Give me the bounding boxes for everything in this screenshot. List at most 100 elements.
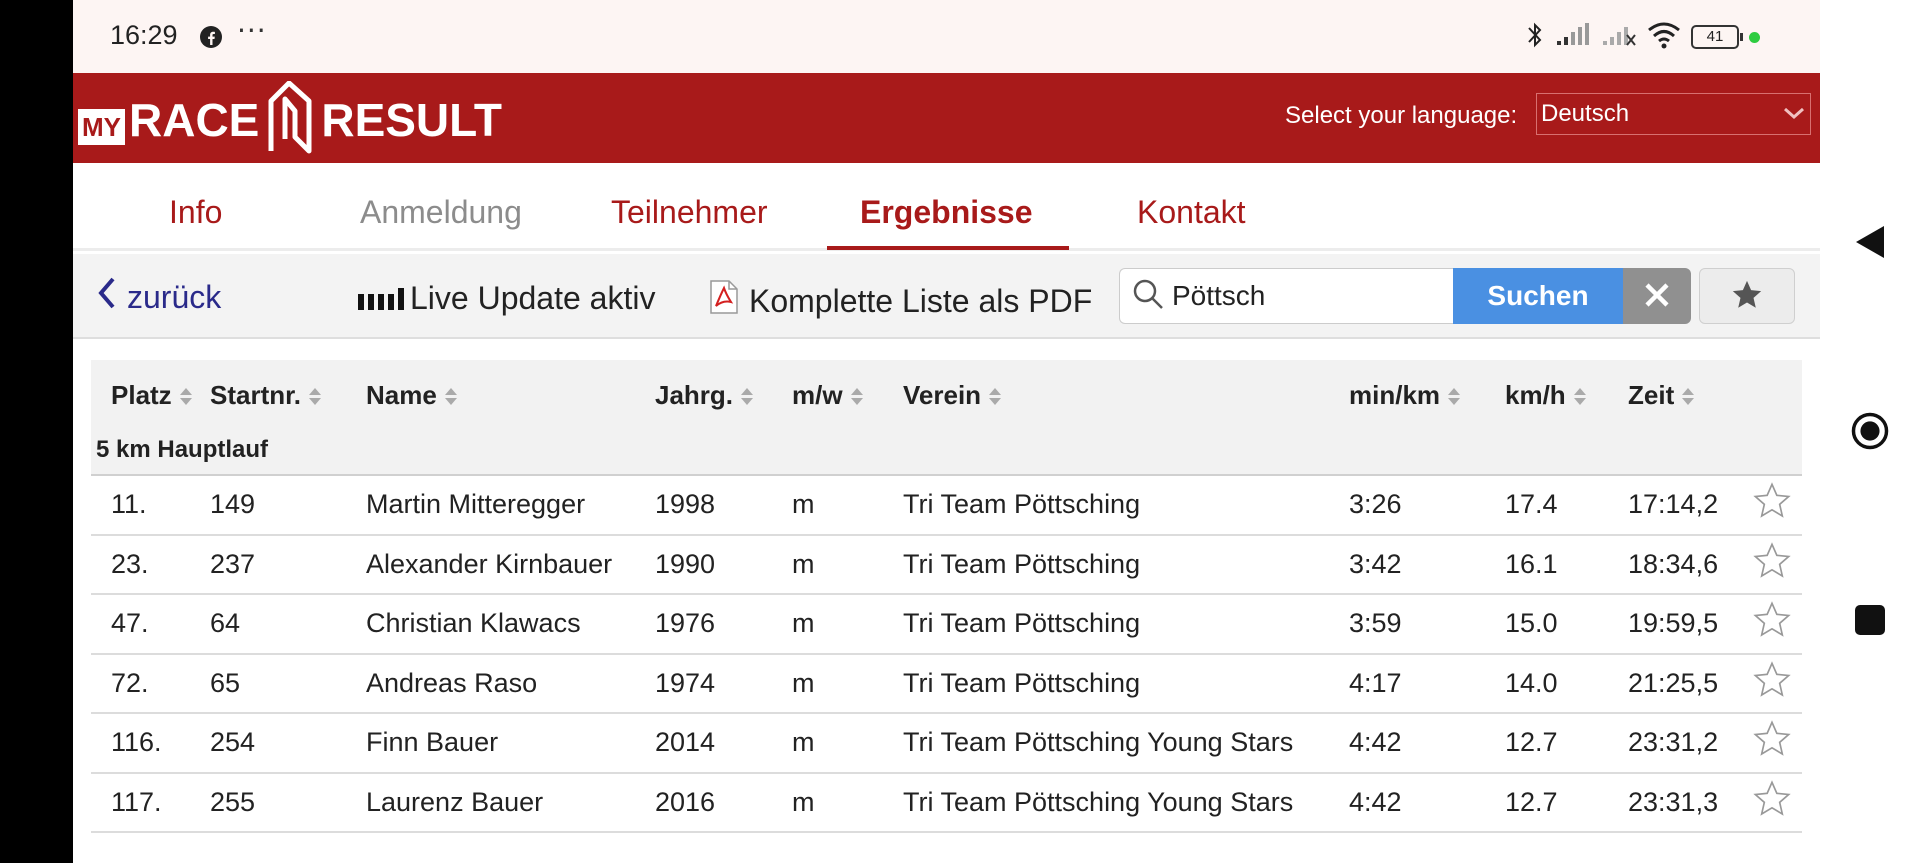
cell-minkm: 4:42 [1349,713,1505,774]
cell-startnr: 255 [210,772,366,833]
cell-name[interactable]: Alexander Kirnbauer [366,534,655,595]
cell-platz: 47. [91,594,210,655]
pdf-download-link[interactable]: Komplette Liste als PDF [709,280,1092,322]
cell-name[interactable]: Laurenz Bauer [366,772,655,833]
pdf-link-label: Komplette Liste als PDF [749,282,1093,319]
favorite-star-icon[interactable] [1742,475,1802,536]
cell-platz: 72. [91,653,210,714]
tab-info[interactable]: Info [169,194,223,230]
column-header-name[interactable]: Name [366,360,655,430]
cell-kmh: 12.7 [1505,772,1628,833]
logo-mark-icon [265,80,315,159]
favorite-star-icon[interactable] [1742,653,1802,714]
cell-platz: 11. [91,475,210,536]
cell-verein: Tri Team Pöttsching Young Stars [903,772,1349,833]
close-icon [1643,281,1671,312]
group-row: 5 km Hauptlauf [91,430,1802,476]
column-header-startnr[interactable]: Startnr. [210,360,366,430]
status-icons: 41 [1525,20,1760,54]
bluetooth-icon [1525,20,1545,54]
cell-platz: 116. [91,713,210,774]
tab-anmeldung[interactable]: Anmeldung [360,194,522,230]
chevron-down-icon [1782,100,1806,128]
column-header-kmh[interactable]: km/h [1505,360,1628,430]
column-header-jahrg[interactable]: Jahrg. [655,360,792,430]
live-update-label: Live Update aktiv [410,280,656,316]
column-header-fav [1742,360,1802,430]
column-header-mw[interactable]: m/w [792,360,903,430]
language-label: Select your language: [1285,102,1518,129]
sort-icon [444,387,457,406]
search-button[interactable]: Suchen [1453,268,1623,324]
column-header-minkm[interactable]: min/km [1349,360,1505,430]
cell-startnr: 237 [210,534,366,595]
cell-verein: Tri Team Pöttsching [903,653,1349,714]
table-row: 72. 65 Andreas Raso 1974 m Tri Team Pött… [91,653,1802,714]
cell-jahrg: 2016 [655,772,792,833]
sort-icon [309,387,322,406]
column-header-zeit[interactable]: Zeit [1628,360,1742,430]
results-table-wrap: Platz Startnr. Name Jahrg. m/w Verein mi… [91,360,1802,833]
cell-name[interactable]: Finn Bauer [366,713,655,774]
cell-jahrg: 1990 [655,534,792,595]
live-update-toggle[interactable]: Live Update aktiv [358,280,655,317]
cell-name[interactable]: Andreas Raso [366,653,655,714]
cell-zeit: 19:59,5 [1628,594,1742,655]
privacy-dot [1749,31,1760,43]
tab-kontakt[interactable]: Kontakt [1137,194,1246,230]
table-row: 23. 237 Alexander Kirnbauer 1990 m Tri T… [91,534,1802,595]
table-header-row: Platz Startnr. Name Jahrg. m/w Verein mi… [91,360,1802,430]
cell-name[interactable]: Christian Klawacs [366,594,655,655]
back-icon[interactable] [1850,222,1890,262]
cell-minkm: 3:59 [1349,594,1505,655]
wifi-icon [1647,21,1681,53]
search-input[interactable] [1172,280,1452,312]
language-select[interactable]: Deutsch [1536,93,1811,135]
cell-verein: Tri Team Pöttsching [903,475,1349,536]
site-header: MY RACE RESULT Select your language: Deu… [73,73,1820,163]
column-header-platz[interactable]: Platz [91,360,210,430]
android-nav-bar [1820,0,1920,863]
column-header-verein[interactable]: Verein [903,360,1349,430]
table-row: 47. 64 Christian Klawacs 1976 m Tri Team… [91,594,1802,655]
cell-jahrg: 1976 [655,594,792,655]
cell-startnr: 65 [210,653,366,714]
logo-my: MY [78,109,125,145]
cell-mw: m [792,534,903,595]
tab-teilnehmer[interactable]: Teilnehmer [611,194,768,230]
active-tab-indicator [827,246,1069,250]
cell-zeit: 18:34,6 [1628,534,1742,595]
table-row: 11. 149 Martin Mitteregger 1998 m Tri Te… [91,475,1802,536]
favorite-star-icon[interactable] [1742,594,1802,655]
cell-platz: 117. [91,772,210,833]
status-bar: 16:29 ··· 41 [73,0,1820,73]
home-icon[interactable] [1850,411,1890,451]
favorite-star-icon[interactable] [1742,772,1802,833]
cell-zeit: 21:25,5 [1628,653,1742,714]
tab-ergebnisse[interactable]: Ergebnisse [860,194,1033,230]
cell-mw: m [792,772,903,833]
favorite-star-icon[interactable] [1742,713,1802,774]
cell-mw: m [792,653,903,714]
sort-icon [1682,387,1695,406]
sort-icon [1573,387,1586,406]
cell-name[interactable]: Martin Mitteregger [366,475,655,536]
table-row: 116. 254 Finn Bauer 2014 m Tri Team Pött… [91,713,1802,774]
facebook-icon [199,25,223,53]
back-link[interactable]: zurück [97,276,221,318]
cell-kmh: 16.1 [1505,534,1628,595]
cell-zeit: 23:31,2 [1628,713,1742,774]
cell-kmh: 17.4 [1505,475,1628,536]
recents-icon[interactable] [1850,600,1890,640]
pdf-icon [709,280,739,322]
cell-minkm: 3:26 [1349,475,1505,536]
chevron-left-icon [97,276,117,318]
results-table: Platz Startnr. Name Jahrg. m/w Verein mi… [91,360,1802,833]
clear-search-button[interactable] [1623,268,1691,324]
favorites-button[interactable] [1699,268,1795,324]
cell-verein: Tri Team Pöttsching [903,594,1349,655]
cell-kmh: 15.0 [1505,594,1628,655]
favorite-star-icon[interactable] [1742,534,1802,595]
star-icon [1730,278,1764,315]
my-race-result-logo[interactable]: MY RACE RESULT [78,80,502,159]
